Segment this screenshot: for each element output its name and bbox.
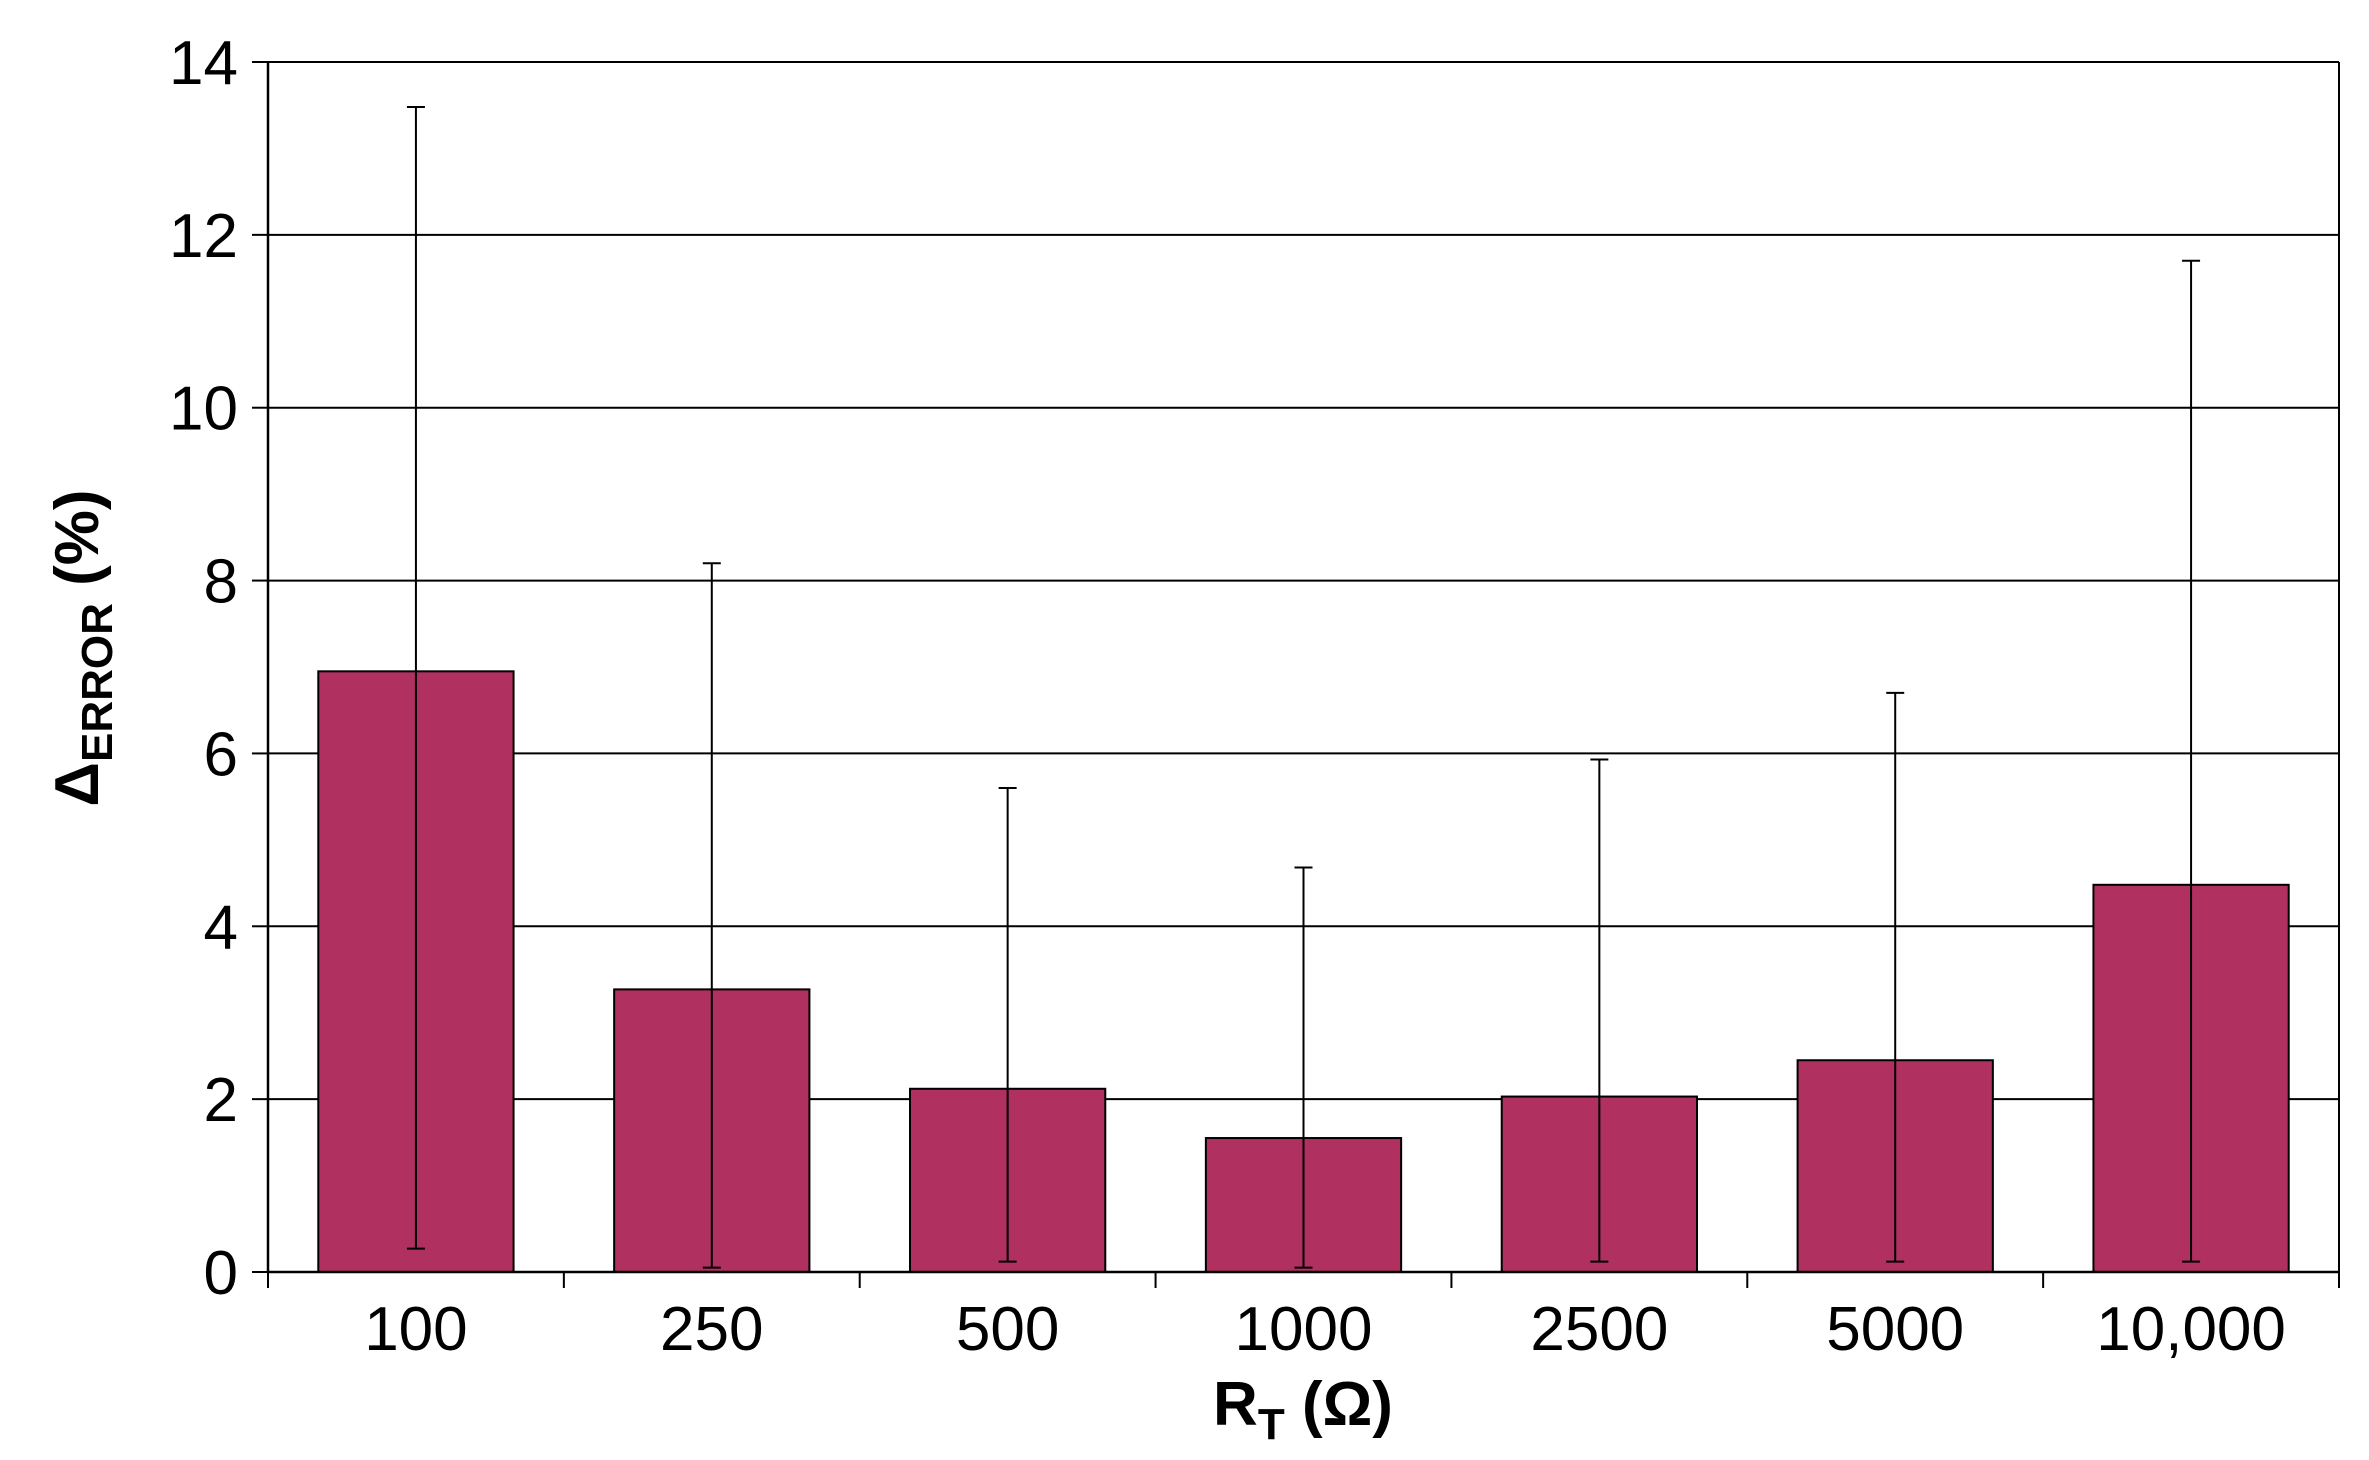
x-tick-labels: 100 250 500 1000 2500 5000 10,000 [364,1295,2286,1364]
y-tick-label: 8 [204,548,238,617]
y-tick-label: 2 [204,1066,238,1135]
y-tick-labels: 0 2 4 6 8 10 12 14 [169,29,238,1308]
y-axis-title: ΔERROR (%) [43,489,122,806]
y-tick-label: 14 [169,29,238,98]
y-axis-title-suffix: (%) [43,489,112,603]
y-tick-label: 4 [204,893,238,962]
x-axis-title-subscript: T [1258,1400,1285,1449]
error-bars [406,105,2201,1269]
y-tick-label: 12 [169,202,238,271]
x-tick-label: 500 [956,1295,1059,1364]
x-tick-label: 5000 [1826,1295,1964,1364]
y-tick-label: 10 [169,375,238,444]
y-axis-title-subscript: ERROR [73,603,122,762]
x-axis-title: RT (Ω) [1213,1370,1393,1449]
x-tick-label: 250 [660,1295,763,1364]
y-tick-label: 0 [204,1239,238,1308]
x-tick-label: 10,000 [2096,1295,2286,1364]
x-tick-label: 2500 [1530,1295,1668,1364]
x-axis-title-main: R [1213,1370,1258,1439]
x-tick-label: 1000 [1235,1295,1373,1364]
y-axis-title-main: Δ [43,762,112,807]
x-tick-label: 100 [364,1295,467,1364]
y-tick-label: 6 [204,720,238,789]
axes [252,61,2340,1288]
x-axis-title-suffix: (Ω) [1285,1370,1393,1439]
gridlines [268,61,2339,1101]
